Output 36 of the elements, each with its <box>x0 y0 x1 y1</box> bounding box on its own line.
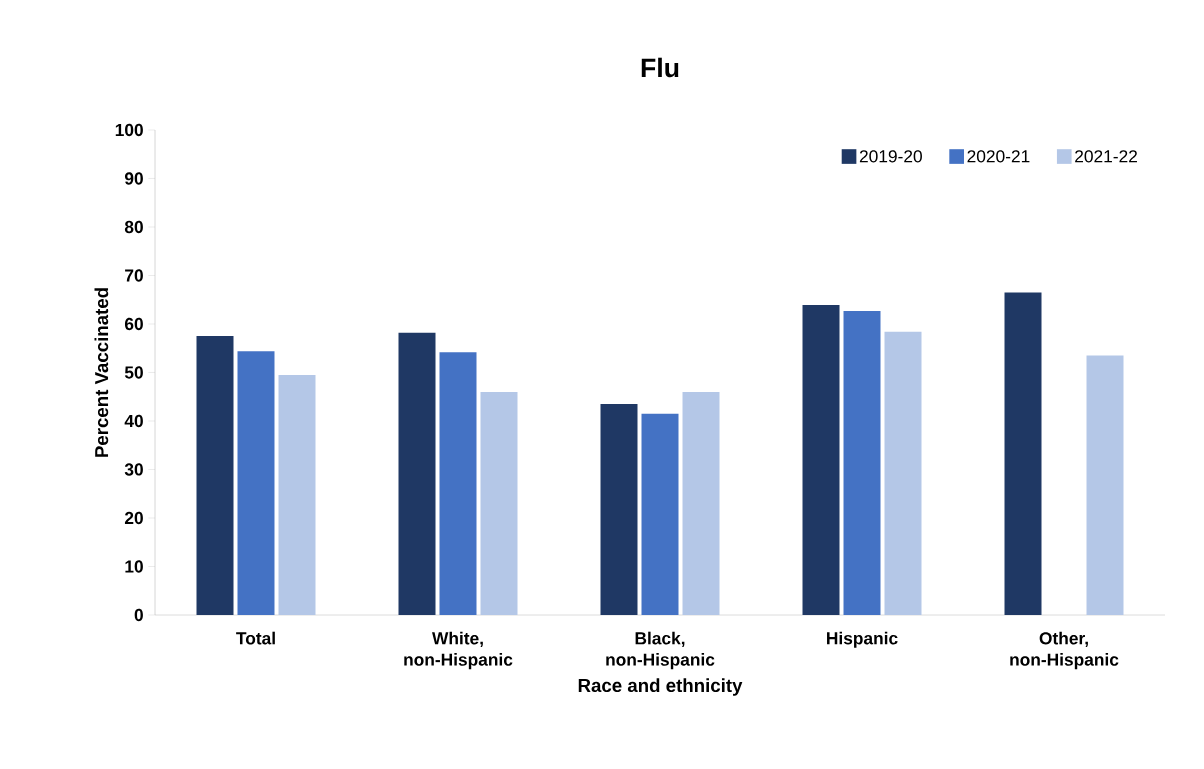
x-tick-label: Hispanic <box>827 631 898 648</box>
bar <box>439 352 477 615</box>
legend-label: 2020-21 <box>967 150 1030 163</box>
bar <box>398 332 436 615</box>
x-axis-title: Race and ethnicity <box>578 678 743 696</box>
y-tick-label: 80 <box>124 220 143 234</box>
y-tick-label: 0 <box>134 608 143 622</box>
x-tick-label: Total <box>236 631 275 645</box>
bar <box>1086 355 1124 615</box>
legend-label: 2019-20 <box>859 150 922 163</box>
bar <box>237 351 275 615</box>
bar <box>802 305 840 615</box>
x-tick-label: Other, non-Hispanic <box>1010 631 1119 670</box>
bar <box>682 391 720 615</box>
y-tick-label: 70 <box>125 269 143 282</box>
x-tick-label: White, non-Hispanic <box>404 631 513 670</box>
y-tick-label: 100 <box>115 123 143 137</box>
y-tick-label: 40 <box>124 414 143 428</box>
bar <box>1004 292 1042 615</box>
y-tick-label: 10 <box>125 560 143 573</box>
x-tick-label: Black, non-Hispanic <box>606 631 715 670</box>
y-tick-label: 60 <box>124 317 143 331</box>
bar <box>600 404 638 615</box>
y-axis-title: Percent Vaccinated <box>94 288 109 457</box>
y-tick-label: 50 <box>124 366 143 379</box>
bar <box>641 413 679 615</box>
bar <box>278 374 316 615</box>
y-tick-label: 90 <box>124 172 143 185</box>
chart-title: Flu <box>641 57 679 78</box>
legend-label: 2021-22 <box>1075 150 1137 163</box>
y-tick-label: 20 <box>124 511 143 525</box>
bar <box>843 310 881 615</box>
y-tick-label: 30 <box>124 463 143 476</box>
bar <box>884 331 922 615</box>
bar <box>480 391 518 615</box>
bar <box>196 336 234 615</box>
